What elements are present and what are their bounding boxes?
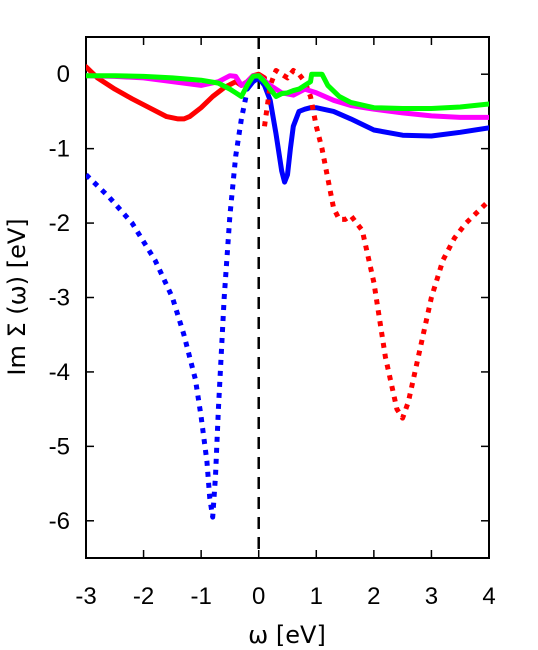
y-tick-label: -3 [49, 285, 70, 312]
x-tick-label: 2 [367, 583, 380, 610]
y-tick-label: -6 [49, 508, 70, 535]
y-axis-title: Im Σ (ω) [eV] [3, 218, 31, 375]
y-tick-label: 0 [57, 61, 70, 88]
x-axis-title: ω [eV] [248, 621, 326, 649]
series-line-4 [262, 68, 489, 421]
series-line-6 [86, 71, 489, 111]
x-tick-label: 3 [425, 583, 438, 610]
series-line-1 [86, 95, 249, 520]
x-tick-label: -2 [133, 583, 154, 610]
x-tick-label: 4 [482, 583, 495, 610]
series-layer [86, 64, 489, 520]
tick-labels: -3 -2 -1 0 1 2 3 4 0 -1 -2 -3 -4 -5 -6 [49, 61, 496, 610]
x-tick-label: -1 [190, 583, 211, 610]
series-line-5 [86, 73, 489, 120]
y-tick-label: -5 [49, 433, 70, 460]
x-tick-label: 0 [252, 583, 265, 610]
y-tick-label: -2 [49, 210, 70, 237]
y-tick-label: -1 [49, 136, 70, 163]
x-tick-label: -3 [75, 583, 96, 610]
y-tick-label: -4 [49, 359, 70, 386]
x-tick-label: 1 [310, 583, 323, 610]
